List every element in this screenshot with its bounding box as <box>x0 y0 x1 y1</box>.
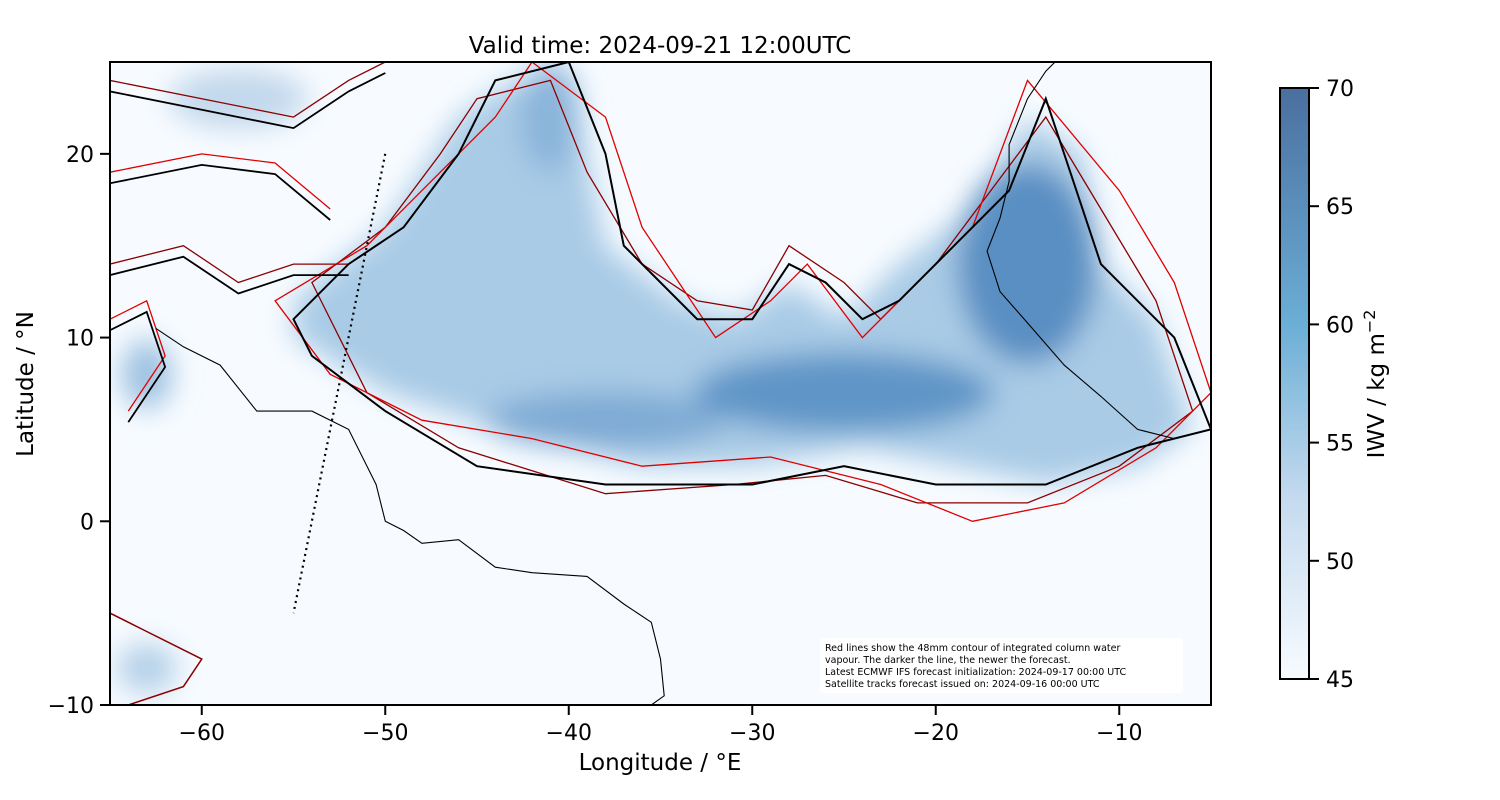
x-tick-label: −40 <box>546 721 592 746</box>
y-tick-label: 0 <box>80 510 94 535</box>
colorbar-tick-label: 50 <box>1326 550 1354 575</box>
iwv-shading <box>116 62 1193 694</box>
plot-frame <box>109 61 1212 706</box>
info-box-background <box>820 638 1183 693</box>
colorbar-tick-label: 60 <box>1326 313 1354 338</box>
plot-area: Red lines show the 48mm contour of integ… <box>109 61 1212 706</box>
satellite-track-line <box>292 153 387 614</box>
older-forecast-contour <box>110 62 386 118</box>
colorbar-ticks: 45 50 55 60 65 70 <box>1309 77 1354 693</box>
y-axis-ticks: −10 0 10 20 <box>48 143 110 719</box>
older-forecast-contour <box>110 153 331 210</box>
older-forecast-contour <box>110 299 166 412</box>
x-axis-label: Longitude / °E <box>579 750 742 776</box>
info-box-line: vapour. The darker the line, the newer t… <box>825 655 1071 666</box>
africa-coastline <box>986 62 1211 440</box>
newest-forecast-contour <box>292 62 1211 486</box>
colorbar-tick-label: 70 <box>1326 77 1354 102</box>
info-box-line: Satellite tracks forecast issued on: 202… <box>825 679 1100 690</box>
moist-core <box>520 62 581 173</box>
newest-forecast-contour <box>110 163 331 221</box>
y-tick-label: 20 <box>66 143 94 168</box>
newest-forecast-contour <box>110 255 349 295</box>
coastlines <box>155 62 1211 705</box>
info-box: Red lines show the 48mm contour of integ… <box>820 638 1183 693</box>
x-tick-label: −30 <box>729 721 775 746</box>
colorbar: 45 50 55 60 65 70 IWV / kg m−2 <box>1279 77 1390 693</box>
info-box-line: Red lines show the 48mm contour of integ… <box>825 643 1120 654</box>
colorbar-tick-label: 45 <box>1326 668 1354 693</box>
iwv-field <box>116 62 1193 694</box>
moist-patch <box>168 68 309 129</box>
x-tick-label: −20 <box>913 721 959 746</box>
colorbar-label: IWV / kg m−2 <box>1360 310 1390 459</box>
y-tick-label: 10 <box>66 327 94 352</box>
south-america-coastline <box>155 327 665 705</box>
older-forecast-contour <box>110 612 203 705</box>
colorbar-tick-label: 65 <box>1326 195 1354 220</box>
info-box-line: Latest ECMWF IFS forecast initialization… <box>825 667 1126 678</box>
older-forecast-contour <box>274 62 1211 522</box>
x-tick-label: −50 <box>362 721 408 746</box>
moist-core <box>694 352 994 433</box>
colorbar-label-text: IWV / kg m <box>1364 333 1390 458</box>
colorbar-tick-label: 55 <box>1326 432 1354 457</box>
colorbar-label-exponent: −2 <box>1360 310 1379 334</box>
x-tick-label: −10 <box>1096 721 1142 746</box>
older-forecast-contour <box>110 244 349 284</box>
moist-patch <box>116 643 177 694</box>
iwv-contours <box>110 62 1211 705</box>
moist-core <box>485 392 726 449</box>
x-axis-ticks: −60 −50 −40 −30 −20 −10 <box>179 705 1142 746</box>
colorbar-gradient <box>1279 87 1310 680</box>
satellite-track <box>292 153 387 614</box>
map-title: Valid time: 2024-09-21 12:00UTC <box>469 33 852 59</box>
x-tick-label: −60 <box>179 721 225 746</box>
moist-patch <box>121 339 172 410</box>
newest-forecast-contour <box>110 72 386 130</box>
y-axis-label: Latitude / °N <box>13 311 39 457</box>
moist-core <box>957 164 1098 365</box>
y-tick-label: −10 <box>48 694 94 719</box>
newest-forecast-contour <box>110 310 167 423</box>
